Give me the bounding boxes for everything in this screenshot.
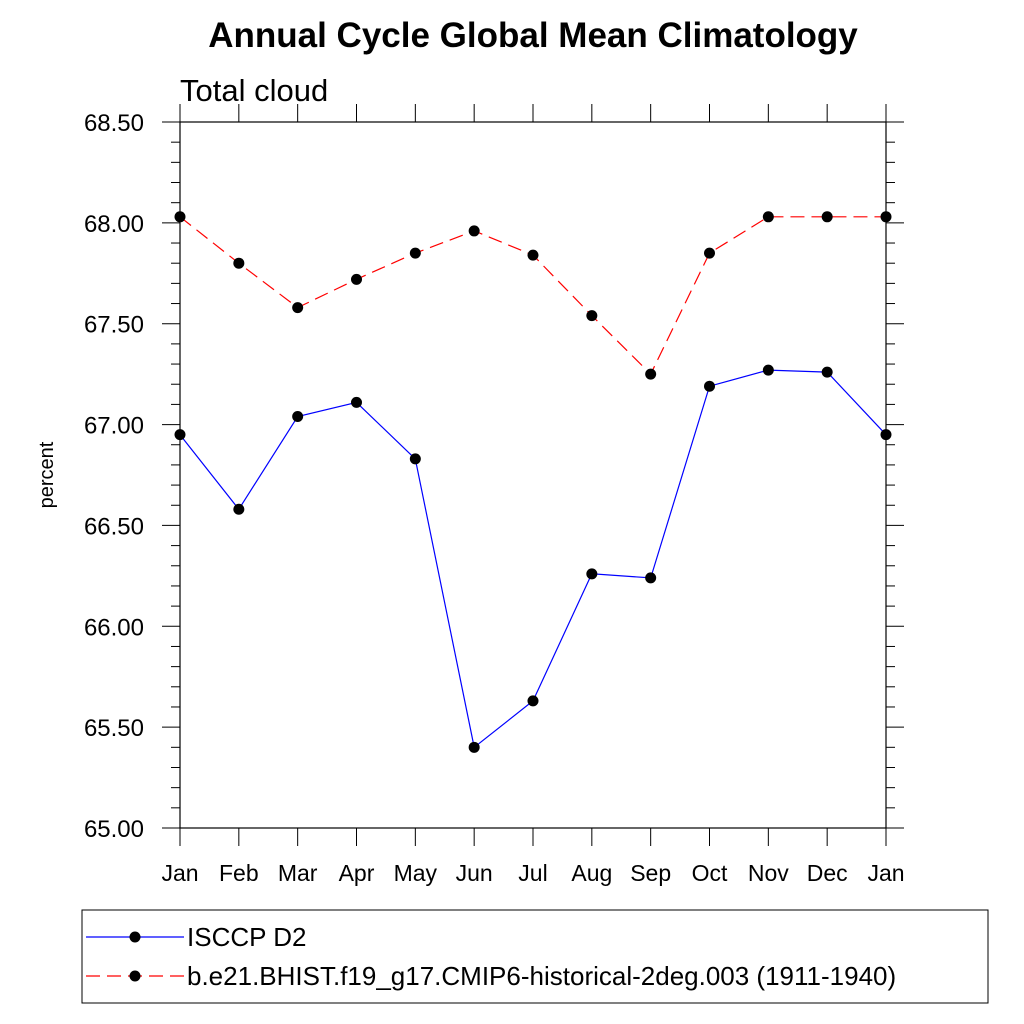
y-tick-label: 65.00: [84, 816, 144, 843]
series-0-point: [292, 411, 304, 423]
y-tick-label: 66.00: [84, 614, 144, 641]
y-tick-label: 67.00: [84, 413, 144, 440]
y-tick-label: 67.50: [84, 312, 144, 339]
y-tick-label: 68.00: [84, 211, 144, 238]
chart-subtitle: Total cloud: [180, 73, 328, 108]
series-1-point: [233, 257, 245, 269]
series-line-1: [179, 216, 886, 376]
legend-box: [81, 909, 989, 1004]
x-tick-label: Sep: [630, 860, 671, 886]
series-0-point: [174, 429, 186, 441]
x-tick-label: Oct: [692, 860, 728, 886]
series-0-point: [233, 503, 245, 515]
series-1-point: [821, 211, 833, 223]
series-1-point: [880, 211, 892, 223]
series-1-point: [645, 368, 657, 380]
x-tick-label: Nov: [748, 860, 789, 886]
series-1-point: [527, 249, 539, 261]
y-tick-label: 66.50: [84, 513, 144, 540]
series-0-point: [645, 572, 657, 584]
series-0-point: [409, 453, 421, 465]
axis-ticks: 65.00 65.50 66.00 66.50 67.00 67.50 68.00 68.50…: [84, 104, 905, 886]
series-1-point: [704, 247, 715, 259]
legend: ISCCP D2 b.e21.BHIST.f19_g17.CMIP6-histor…: [81, 909, 989, 1004]
legend-marker-0: [129, 931, 141, 943]
series-1-point: [409, 247, 421, 259]
series-0-point: [762, 364, 774, 376]
series-line-0: [179, 369, 887, 749]
x-tick-label: Feb: [219, 860, 259, 886]
legend-label-0: ISCCP D2: [187, 922, 306, 952]
series-1-point: [292, 302, 304, 314]
y-tick-label: 68.50: [84, 110, 144, 137]
x-tick-label: Jul: [518, 860, 547, 886]
series-1-point: [468, 225, 480, 237]
series-0-point: [821, 366, 833, 378]
x-tick-label: Apr: [339, 860, 375, 886]
chart-title: Annual Cycle Global Mean Climatology: [208, 16, 858, 55]
x-tick-label: Dec: [807, 860, 848, 886]
series-1-point: [586, 310, 598, 322]
series-0-point: [351, 396, 362, 408]
y-axis-label: percent: [36, 441, 58, 508]
legend-marker-1: [129, 970, 141, 982]
series-1-point: [762, 211, 774, 223]
series-0-point: [880, 429, 892, 441]
x-tick-label: Jan: [867, 860, 904, 886]
legend-label-1: b.e21.BHIST.f19_g17.CMIP6-historical-2de…: [187, 961, 896, 991]
x-tick-label: Aug: [571, 860, 612, 886]
plot-frame: [179, 121, 887, 829]
series-0-point: [468, 741, 480, 753]
series-layer: [174, 211, 892, 753]
x-tick-label: May: [394, 860, 438, 886]
series-1-point: [351, 273, 362, 285]
x-tick-label: Jun: [456, 860, 493, 886]
x-tick-label: Jan: [161, 860, 198, 886]
series-0-point: [527, 695, 539, 707]
y-tick-label: 65.50: [84, 715, 144, 742]
series-0-point: [704, 380, 715, 392]
series-1-point: [174, 211, 186, 223]
x-tick-label: Mar: [278, 860, 318, 886]
series-0-point: [586, 568, 598, 580]
